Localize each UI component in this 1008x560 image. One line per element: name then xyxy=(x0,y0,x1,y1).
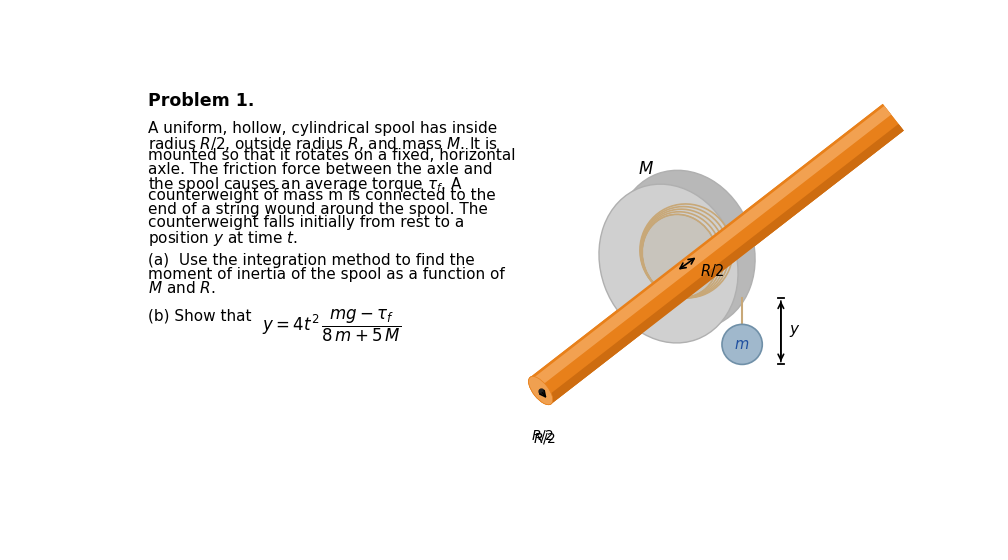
Text: end of a string wound around the spool. The: end of a string wound around the spool. … xyxy=(148,202,488,217)
Polygon shape xyxy=(531,106,891,388)
Text: $R/2$: $R/2$ xyxy=(531,427,554,442)
Text: $R/2$: $R/2$ xyxy=(533,431,556,446)
Text: position $y$ at time $t$.: position $y$ at time $t$. xyxy=(148,229,297,248)
Text: $y=4t^2\,\dfrac{mg-\tau_f}{8\,m+5\,M}$: $y=4t^2\,\dfrac{mg-\tau_f}{8\,m+5\,M}$ xyxy=(262,307,401,344)
Polygon shape xyxy=(530,104,904,404)
Text: counterweight of mass m is connected to the: counterweight of mass m is connected to … xyxy=(148,189,496,203)
Text: $M$: $M$ xyxy=(637,160,653,178)
Text: (a)  Use the integration method to find the: (a) Use the integration method to find t… xyxy=(148,253,475,268)
Ellipse shape xyxy=(616,170,755,329)
Circle shape xyxy=(722,324,762,365)
Ellipse shape xyxy=(528,376,552,405)
Text: $y$: $y$ xyxy=(788,323,800,339)
Text: $m$: $m$ xyxy=(735,337,750,352)
Text: A uniform, hollow, cylindrical spool has inside: A uniform, hollow, cylindrical spool has… xyxy=(148,121,497,136)
Text: $M$ and $R$.: $M$ and $R$. xyxy=(148,280,215,296)
Text: Problem 1.: Problem 1. xyxy=(148,92,254,110)
Polygon shape xyxy=(546,124,904,404)
Text: moment of inertia of the spool as a function of: moment of inertia of the spool as a func… xyxy=(148,267,504,282)
Polygon shape xyxy=(530,104,904,404)
Ellipse shape xyxy=(642,214,718,297)
Text: the spool causes an average torque $\tau_f$. A: the spool causes an average torque $\tau… xyxy=(148,175,462,194)
Text: (b) Show that: (b) Show that xyxy=(148,309,251,324)
Text: radius $R/2$, outside radius $R$, and mass $M$. It is: radius $R/2$, outside radius $R$, and ma… xyxy=(148,134,498,152)
Text: $R/2$: $R/2$ xyxy=(700,262,724,279)
Ellipse shape xyxy=(528,376,552,405)
Text: axle. The friction force between the axle and: axle. The friction force between the axl… xyxy=(148,161,492,176)
Polygon shape xyxy=(546,124,904,404)
Text: counterweight falls initially from rest to a: counterweight falls initially from rest … xyxy=(148,216,464,230)
Text: mounted so that it rotates on a fixed, horizontal: mounted so that it rotates on a fixed, h… xyxy=(148,148,515,163)
Polygon shape xyxy=(531,106,891,388)
Ellipse shape xyxy=(599,184,738,343)
